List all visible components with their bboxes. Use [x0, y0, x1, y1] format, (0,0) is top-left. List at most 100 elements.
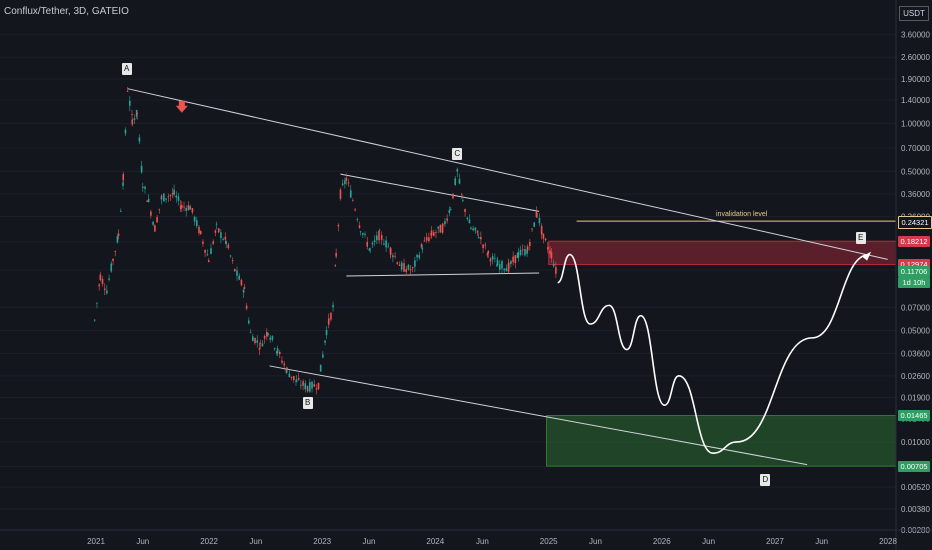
candle-body	[317, 382, 320, 390]
candle-body	[507, 262, 510, 269]
candle-body	[295, 379, 298, 383]
candle-body	[341, 183, 344, 186]
candle-body	[297, 378, 300, 380]
wave-label-b: B	[302, 397, 313, 410]
y-tick-label: 0.00380	[901, 505, 930, 514]
candle-body	[531, 228, 533, 230]
candle-body	[524, 249, 526, 256]
candle-body	[425, 237, 428, 241]
candle-body	[460, 193, 463, 195]
candle-body	[366, 241, 369, 247]
candle-body	[420, 244, 423, 248]
candle-body	[332, 304, 334, 308]
candle-body	[407, 264, 410, 270]
candle-body	[458, 178, 461, 184]
candle-body	[516, 253, 519, 259]
candle-body	[335, 252, 337, 257]
y-tick-label: 0.01900	[901, 394, 930, 403]
candle-body	[387, 246, 390, 248]
candle-body	[98, 284, 100, 287]
candle-body	[204, 249, 206, 253]
candle-body	[542, 233, 545, 239]
candle-body	[254, 338, 256, 344]
candle-body	[466, 217, 469, 220]
candle-body	[315, 388, 318, 390]
candle-body	[156, 217, 158, 223]
x-tick-label: Jun	[589, 537, 602, 546]
y-tick-label: 2.60000	[901, 53, 930, 62]
candle-body	[120, 210, 122, 212]
candle-body	[354, 209, 356, 211]
candle-body	[344, 180, 346, 184]
candle-body	[234, 268, 236, 272]
trendline	[269, 365, 808, 466]
candle-body	[101, 279, 104, 285]
candle-body	[288, 373, 291, 378]
candle-body	[550, 252, 553, 259]
x-tick-label: 2023	[313, 537, 331, 546]
x-tick-label: Jun	[136, 537, 149, 546]
candle-body	[347, 182, 350, 184]
chart-grid	[0, 34, 896, 531]
candle-body	[167, 196, 170, 198]
candle-body	[432, 232, 435, 236]
candle-body	[224, 236, 227, 240]
candle-body	[484, 244, 487, 246]
candle-body	[278, 352, 281, 355]
candle-body	[152, 221, 154, 225]
candle-body	[195, 220, 198, 227]
candle-body	[138, 137, 141, 142]
candle-body	[173, 189, 175, 195]
candle-body	[191, 208, 194, 213]
y-tick-label: 3.60000	[901, 31, 930, 40]
candle-body	[169, 194, 172, 196]
wave-label-e: E	[855, 232, 866, 245]
candle-body	[249, 331, 252, 333]
candle-body	[122, 174, 125, 181]
candle-body	[487, 250, 490, 254]
candle-body	[290, 376, 293, 378]
candle-body	[273, 348, 276, 350]
candle-body	[448, 210, 451, 214]
candle-body	[517, 251, 520, 258]
candle-body	[405, 269, 408, 273]
candle-body	[242, 289, 245, 293]
candle-body	[177, 196, 180, 201]
y-tick-label: 1.90000	[901, 75, 930, 84]
candle-body	[464, 209, 466, 212]
currency-button[interactable]: USDT	[899, 6, 929, 21]
candle-body	[231, 260, 234, 261]
candle-body	[240, 279, 243, 286]
candle-body	[439, 224, 442, 233]
candle-body	[364, 233, 366, 235]
candle-body	[286, 367, 288, 369]
candle-body	[491, 256, 494, 260]
candle-body	[114, 251, 117, 252]
candle-body	[222, 239, 224, 240]
candle-body	[339, 189, 342, 199]
price-candles	[93, 86, 557, 395]
candle-body	[171, 192, 174, 195]
candle-body	[396, 262, 399, 264]
candle-body	[300, 384, 302, 386]
candle-body	[327, 318, 330, 325]
candle-body	[398, 264, 401, 266]
candle-body	[117, 233, 120, 236]
candle-body	[373, 240, 376, 243]
candle-body	[261, 343, 264, 347]
candle-body	[334, 265, 337, 267]
candle-body	[526, 246, 529, 251]
candle-body	[544, 238, 547, 241]
candle-body	[319, 364, 322, 372]
y-tick-label: 0.07000	[901, 303, 930, 312]
candle-body	[394, 256, 396, 258]
candle-body	[187, 205, 190, 210]
candle-body	[418, 254, 421, 259]
candle-body	[199, 230, 202, 235]
candle-body	[494, 257, 496, 259]
price-tag: 0.24321	[898, 215, 932, 229]
candle-body	[96, 302, 98, 304]
x-axis: 2021 Jun 2022 Jun 2023 Jun 2024 Jun 2025 Jun 2026 J…	[0, 529, 932, 546]
x-tick-label: Jun	[249, 537, 262, 546]
